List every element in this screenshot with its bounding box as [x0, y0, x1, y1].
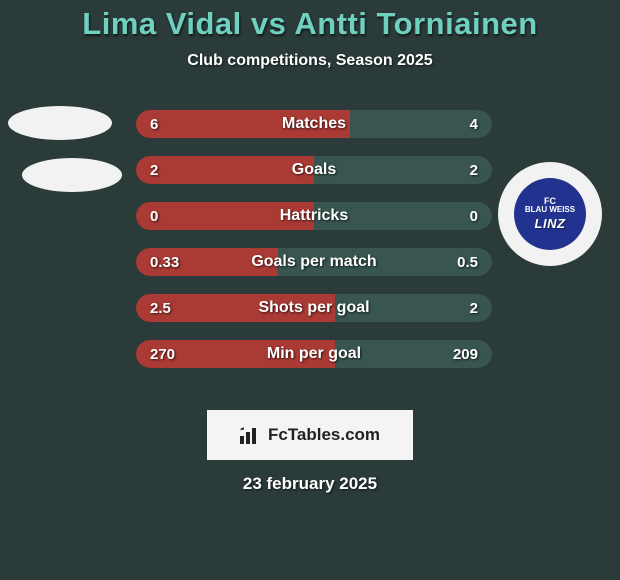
page-title: Lima Vidal vs Antti Torniainen — [0, 0, 620, 42]
date-label: 23 february 2025 — [0, 474, 620, 494]
stat-right-value: 4 — [470, 116, 478, 133]
stat-row: 2 2 Goals — [136, 156, 492, 184]
stat-left-value: 270 — [150, 346, 175, 363]
stat-right-value: 2 — [470, 162, 478, 179]
club-badge-inner: FC BLAU WEISS LINZ — [514, 178, 586, 250]
stat-left-value: 2 — [150, 162, 158, 179]
player1-placeholder-top — [8, 106, 112, 140]
club-badge-linz: LINZ — [535, 216, 566, 231]
bar-chart-icon — [240, 426, 262, 444]
stat-fill-right — [314, 156, 492, 184]
stat-label: Goals — [292, 161, 336, 179]
infographic-root: Lima Vidal vs Antti Torniainen Club comp… — [0, 0, 620, 580]
stat-label: Hattricks — [280, 207, 348, 225]
stat-label: Matches — [282, 115, 346, 133]
stat-row: 6 4 Matches — [136, 110, 492, 138]
stat-left-value: 0.33 — [150, 254, 179, 271]
club-badge-bw: BLAU WEISS — [525, 206, 575, 215]
stat-label: Min per goal — [267, 345, 361, 363]
stat-label: Shots per goal — [258, 299, 369, 317]
comparison-stage: FC BLAU WEISS LINZ 6 4 Matches 2 2 Goals 0 0 Hat… — [0, 92, 620, 392]
stat-row: 0 0 Hattricks — [136, 202, 492, 230]
watermark: FcTables.com — [207, 410, 413, 460]
stat-row: 270 209 Min per goal — [136, 340, 492, 368]
stat-left-value: 0 — [150, 208, 158, 225]
subtitle: Club competitions, Season 2025 — [0, 52, 620, 70]
watermark-text: FcTables.com — [268, 425, 380, 445]
stat-right-value: 0.5 — [457, 254, 478, 271]
player2-club-badge: FC BLAU WEISS LINZ — [498, 162, 602, 266]
player1-placeholder-bottom — [22, 158, 122, 192]
stat-right-value: 209 — [453, 346, 478, 363]
stat-row: 2.5 2 Shots per goal — [136, 294, 492, 322]
stat-left-value: 6 — [150, 116, 158, 133]
stat-bars: 6 4 Matches 2 2 Goals 0 0 Hattricks 0.33 0.5 Goals … — [136, 110, 492, 386]
stat-row: 0.33 0.5 Goals per match — [136, 248, 492, 276]
stat-fill-left — [136, 156, 314, 184]
stat-label: Goals per match — [251, 253, 376, 271]
stat-right-value: 0 — [470, 208, 478, 225]
stat-right-value: 2 — [470, 300, 478, 317]
stat-left-value: 2.5 — [150, 300, 171, 317]
